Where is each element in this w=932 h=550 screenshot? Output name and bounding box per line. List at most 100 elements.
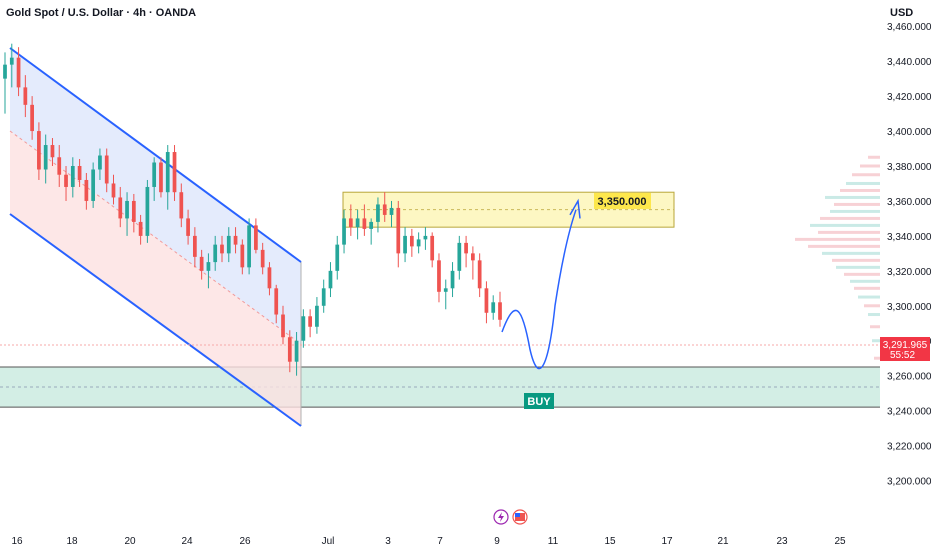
candle-body [464, 242, 468, 254]
x-tick-label: 24 [181, 536, 193, 547]
candle [152, 157, 157, 201]
candle-body [192, 235, 197, 257]
candle [315, 297, 319, 334]
candle-body [369, 221, 374, 229]
candle [233, 227, 238, 254]
candle [355, 209, 360, 240]
x-tick-label: 26 [239, 536, 251, 547]
candle-body [416, 239, 421, 247]
candle-body [138, 221, 143, 236]
candle-body [226, 235, 231, 254]
profile-bar [852, 173, 880, 177]
profile-bar [834, 202, 880, 206]
candle-body [301, 316, 306, 341]
candle-body [430, 235, 435, 261]
candle-body [206, 262, 211, 271]
candle-body [43, 145, 48, 170]
x-tick-label: 20 [124, 536, 136, 547]
y-tick-label: 3,420.000 [887, 92, 932, 103]
candle [369, 218, 374, 245]
zones-layer [0, 191, 880, 408]
profile-bar [820, 216, 880, 220]
currency-label[interactable]: USD [890, 7, 914, 19]
channel-upper-line[interactable] [9, 47, 302, 263]
event-icons[interactable] [493, 509, 528, 525]
candle [172, 145, 177, 201]
x-tick-label: 9 [494, 536, 500, 547]
x-tick-label: 7 [437, 536, 443, 547]
candle-body [254, 225, 258, 250]
candle [274, 284, 279, 324]
x-tick-label: 16 [11, 536, 23, 547]
buy-badge[interactable]: BUY [524, 393, 554, 409]
candle [464, 235, 468, 268]
candle [457, 235, 462, 280]
profile-bar [870, 325, 880, 329]
candle [423, 227, 428, 250]
candle-body [23, 87, 28, 105]
candle [16, 47, 21, 97]
candle [409, 228, 414, 257]
candle-body [165, 152, 170, 193]
candle [30, 96, 34, 140]
profile-bar [860, 164, 880, 168]
current-price-label: 3,291.965 [883, 340, 928, 351]
candle-body [491, 302, 496, 313]
candle [498, 291, 502, 327]
candle [321, 279, 326, 313]
chart-title: Gold Spot / U.S. Dollar · 4h · OANDA [6, 7, 197, 19]
lightning-icon [498, 512, 504, 522]
x-tick-label: 18 [66, 536, 78, 547]
candle [199, 249, 204, 280]
candle [226, 227, 231, 263]
candle [267, 262, 272, 296]
profile-bar [868, 155, 880, 159]
candle-body [287, 337, 292, 362]
candle [145, 179, 150, 243]
candle-body [9, 57, 14, 65]
candle-body [355, 218, 360, 228]
candles-layer [3, 43, 502, 376]
candle [77, 159, 82, 187]
candle-body [179, 192, 184, 219]
candle-body [498, 302, 502, 320]
target-label[interactable]: 3,350.000 [594, 192, 651, 209]
candle-body [423, 235, 428, 240]
profile-bar [822, 251, 880, 255]
candle-body [213, 244, 218, 263]
projected-path[interactable] [501, 209, 577, 370]
y-tick-label: 3,380.000 [887, 162, 932, 173]
candle [23, 75, 28, 118]
channel-lower-line[interactable] [9, 213, 302, 427]
candle-body [457, 242, 462, 271]
candle-body [37, 131, 41, 170]
candle-body [3, 64, 7, 79]
candle [57, 145, 62, 187]
candle-body [57, 157, 62, 175]
candle-body [118, 197, 123, 219]
candle [403, 227, 407, 263]
y-tick-label: 3,460.000 [887, 22, 932, 33]
candle [471, 246, 475, 280]
candle [416, 232, 421, 254]
y-tick-label: 3,240.000 [887, 407, 932, 418]
candle [348, 204, 353, 236]
candle-body [471, 253, 475, 261]
candle-body [199, 256, 204, 271]
profile-bar [818, 230, 880, 234]
candle [240, 239, 245, 275]
candle [389, 200, 394, 228]
candle-body [403, 235, 407, 254]
buy-badge-bg [524, 393, 554, 409]
candle [179, 183, 184, 228]
candle [104, 148, 109, 193]
candle-body [335, 244, 340, 271]
candle [396, 200, 401, 268]
candle-body [98, 155, 102, 170]
y-tick-label: 3,260.000 [887, 372, 932, 383]
candle-body [294, 340, 299, 362]
candle [247, 218, 251, 275]
candle [98, 148, 102, 180]
y-tick-label: 3,400.000 [887, 127, 932, 138]
